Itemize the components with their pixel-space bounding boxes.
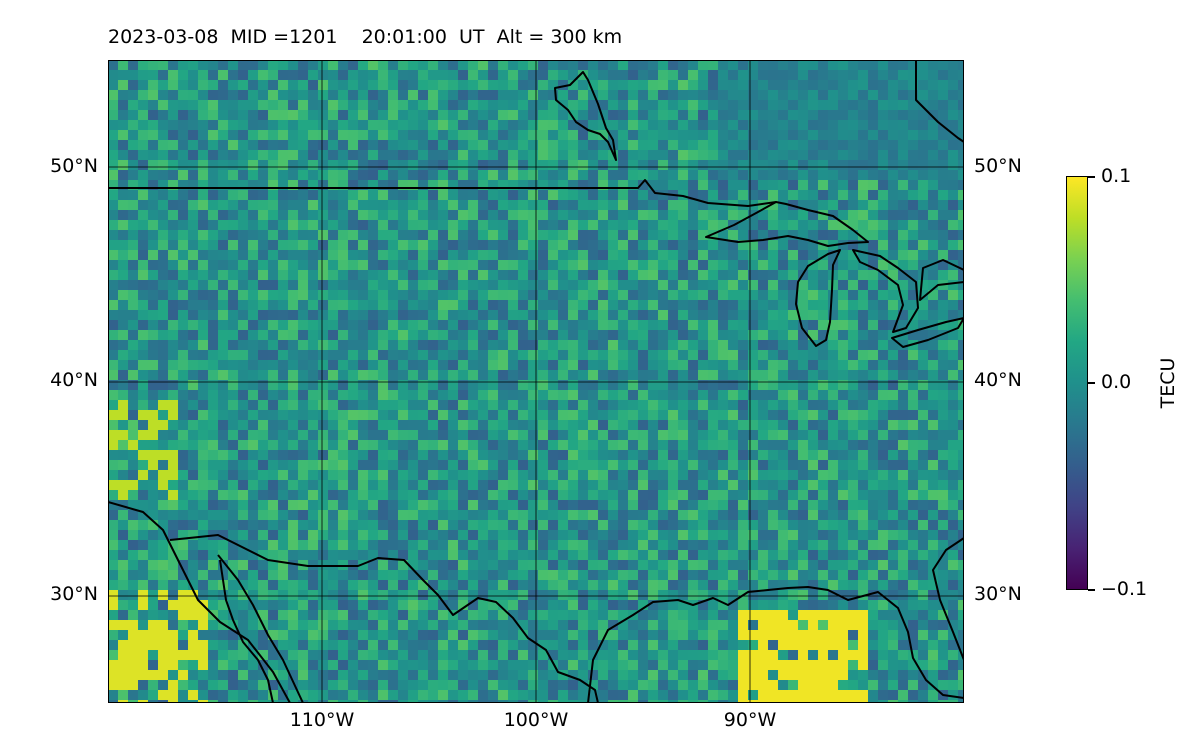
lat-label-left-50n: 50°N: [50, 155, 98, 177]
lat-label-right-30n: 30°N: [974, 583, 1022, 605]
colorbar-tick-min: [1088, 589, 1095, 591]
tec-map-panel: [108, 60, 964, 703]
lake-superior: [705, 201, 869, 247]
tec-heatmap: [108, 60, 964, 703]
map-borders: [108, 60, 964, 703]
us-canada-border: [108, 179, 777, 207]
baja-pacific-coast: [108, 501, 291, 703]
gulf-coast: [587, 586, 964, 703]
lat-label-right-50n: 50°N: [974, 155, 1022, 177]
gulf-of-california-coast: [219, 559, 274, 703]
florida-coast: [932, 537, 964, 661]
lake-erie: [891, 317, 964, 348]
lon-label-100w: 100°W: [503, 709, 569, 731]
lon-label-110w: 110°W: [289, 709, 355, 731]
map-gridlines: [108, 60, 964, 703]
lon-label-90w: 90°W: [723, 709, 777, 731]
colorbar-unit-label: TECU: [1157, 357, 1179, 409]
us-mexico-border: [169, 534, 599, 703]
lat-label-left-30n: 30°N: [50, 583, 98, 605]
lat-label-right-40n: 40°N: [974, 369, 1022, 391]
canada-east-coast: [915, 60, 964, 143]
hudson-bay-coast: [554, 71, 617, 161]
eastern-canada-coast: [919, 259, 964, 301]
colorbar-label-mid: 0.0: [1101, 371, 1132, 393]
baja-peninsula: [217, 554, 304, 703]
lake-huron: [852, 249, 919, 333]
colorbar-label-max: 0.1: [1101, 165, 1132, 187]
lake-michigan: [795, 249, 841, 347]
map-title: 2023-03-08 MID =1201 20:01:00 UT Alt = 3…: [108, 26, 623, 48]
lat-label-left-40n: 40°N: [50, 369, 98, 391]
colorbar: [1066, 176, 1088, 590]
colorbar-tick-mid: [1088, 382, 1095, 384]
colorbar-tick-max: [1088, 176, 1095, 178]
colorbar-label-min: −0.1: [1101, 578, 1148, 600]
